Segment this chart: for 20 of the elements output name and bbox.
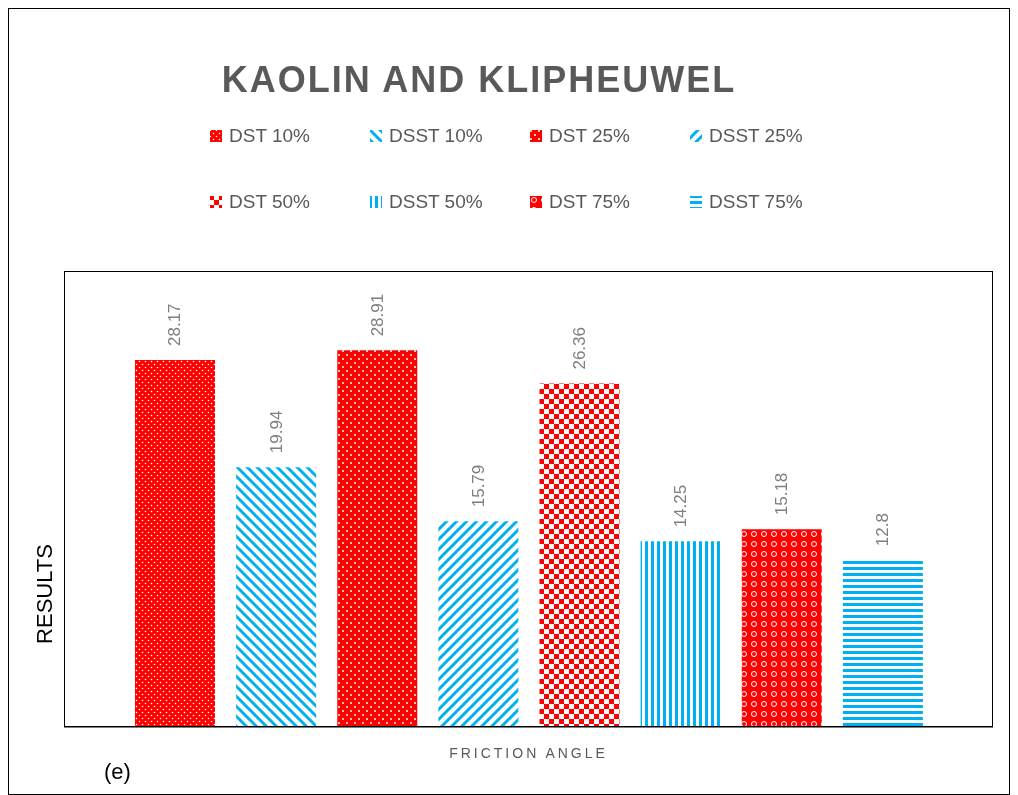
data-label: 14.25 bbox=[671, 484, 691, 528]
x-axis-title: FRICTION ANGLE bbox=[449, 745, 608, 761]
legend-label: DST 50% bbox=[229, 191, 310, 213]
legend-label: DST 75% bbox=[549, 191, 630, 213]
data-label: 15.79 bbox=[468, 464, 488, 508]
data-label: 15.18 bbox=[772, 472, 792, 516]
legend-label: DSST 75% bbox=[709, 191, 803, 213]
legend-label: DSST 50% bbox=[389, 191, 483, 213]
y-axis-title: RESULTS bbox=[32, 544, 58, 644]
data-label: 26.36 bbox=[570, 327, 589, 370]
data-label: 28.91 bbox=[367, 293, 387, 337]
legend-label: DSST 10% bbox=[389, 125, 483, 147]
data-label: 28.17 bbox=[165, 303, 185, 346]
legend-label: DST 10% bbox=[229, 125, 310, 147]
data-label: 19.94 bbox=[266, 410, 286, 454]
data-label: 12.8 bbox=[873, 513, 893, 547]
legend-label: DST 25% bbox=[549, 125, 630, 147]
text: (e) bbox=[104, 759, 131, 785]
legend-label: DSST 25% bbox=[709, 125, 803, 147]
chart-title: KAOLIN AND KLIPHEUWEL bbox=[220, 59, 738, 101]
